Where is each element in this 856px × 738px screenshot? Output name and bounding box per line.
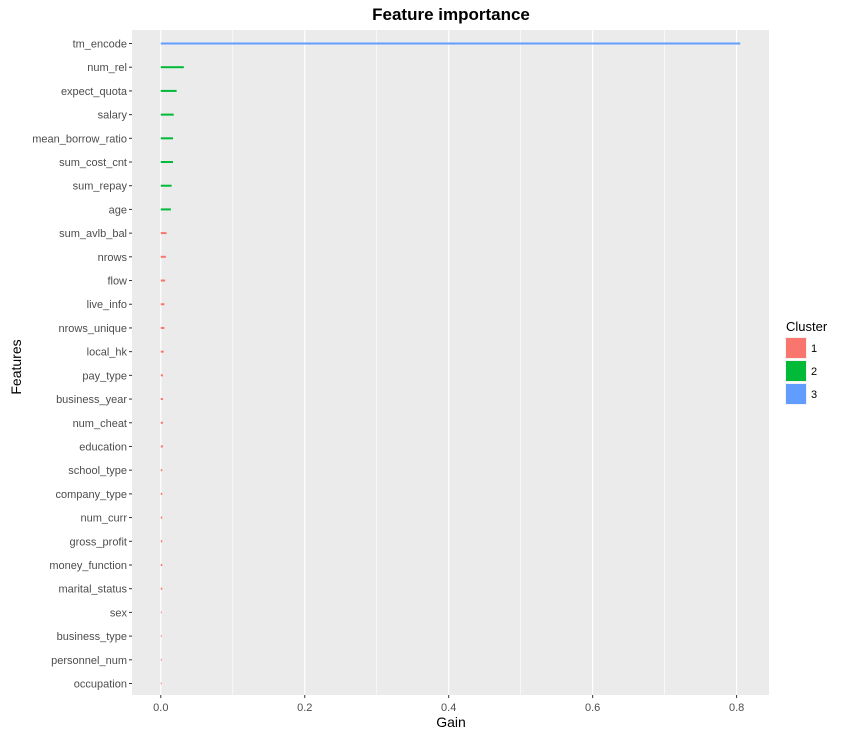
bar-marital-status	[160, 587, 163, 590]
bar-nrows	[160, 255, 166, 258]
x-tick-label: 0.4	[441, 702, 456, 714]
legend-label-cluster-1: 1	[811, 343, 817, 355]
y-tick-label: business_year	[56, 394, 127, 406]
y-tick-label: sum_cost_cnt	[59, 157, 127, 169]
bar-education	[160, 445, 163, 448]
x-axis: 0.0 0.2 0.4 0.6 0.8	[153, 695, 744, 714]
y-tick-label: num_cheat	[73, 418, 127, 430]
y-tick-label: mean_borrow_ratio	[32, 133, 127, 145]
y-tick-label: num_curr	[81, 513, 128, 525]
y-tick-label: money_function	[49, 560, 127, 572]
y-tick-label: local_hk	[87, 347, 128, 359]
bar-tm-encode	[160, 42, 741, 45]
bar-business-year	[160, 398, 163, 401]
legend-label-cluster-2: 2	[811, 366, 817, 378]
y-tick-label: salary	[98, 110, 128, 122]
y-tick-label: sex	[110, 607, 128, 619]
bar-occupation	[160, 682, 162, 685]
y-tick-label: school_type	[68, 465, 127, 477]
legend: Cluster 1 2 3	[785, 319, 828, 405]
bar-age	[160, 208, 171, 211]
bar-num-rel	[160, 66, 184, 69]
y-tick-label: nrows	[98, 252, 128, 264]
y-tick-label: education	[79, 441, 127, 453]
y-tick-label: occupation	[74, 679, 127, 691]
legend-swatch-cluster-1	[786, 338, 806, 358]
bar-sum-avlb-bal	[160, 232, 167, 235]
x-axis-title: Gain	[436, 714, 466, 730]
gridlines	[160, 30, 738, 695]
bar-salary	[160, 113, 174, 116]
legend-swatch-cluster-3	[786, 384, 806, 404]
x-tick-label: 0.8	[729, 702, 744, 714]
bar-nrows-unique	[160, 326, 165, 329]
y-tick-label: flow	[107, 276, 127, 288]
y-tick-label: gross_profit	[70, 536, 127, 548]
y-axis-title: Features	[8, 339, 24, 394]
bar-sum-repay	[160, 184, 172, 187]
bar-sum-cost-cnt	[160, 161, 174, 164]
chart-title: Feature importance	[372, 5, 530, 24]
y-tick-label: marital_status	[59, 584, 128, 596]
bar-num-curr	[160, 516, 163, 519]
x-tick-label: 0.0	[153, 702, 168, 714]
y-tick-label: sum_repay	[73, 181, 128, 193]
legend-title: Cluster	[786, 319, 828, 334]
y-tick-label: business_type	[57, 631, 127, 643]
bars-layer	[160, 42, 741, 685]
bar-business-type	[160, 635, 162, 638]
y-tick-label: expect_quota	[61, 86, 128, 98]
bar-expect-quota	[160, 89, 177, 92]
y-tick-label: pay_type	[82, 370, 127, 382]
bar-num-cheat	[160, 421, 163, 424]
plot-panel	[132, 30, 769, 695]
x-tick-label: 0.2	[297, 702, 312, 714]
bar-live-info	[160, 303, 165, 306]
y-tick-label: personnel_num	[51, 655, 127, 667]
bar-mean-borrow-ratio	[160, 137, 174, 140]
y-tick-label: tm_encode	[73, 39, 127, 51]
legend-swatch-cluster-2	[786, 361, 806, 381]
y-tick-label: age	[109, 204, 127, 216]
y-tick-label: nrows_unique	[59, 323, 128, 335]
bar-sex	[160, 611, 162, 614]
bar-flow	[160, 279, 166, 282]
y-tick-label: sum_avlb_bal	[59, 228, 127, 240]
legend-label-cluster-3: 3	[811, 389, 817, 401]
y-tick-label: num_rel	[87, 62, 127, 74]
bar-school-type	[160, 469, 163, 472]
bar-money-function	[160, 563, 163, 566]
bar-personnel-num	[160, 658, 162, 661]
bar-local-hk	[160, 350, 164, 353]
y-tick-label: live_info	[87, 299, 127, 311]
bar-gross-profit	[160, 540, 163, 543]
y-tick-label: company_type	[55, 489, 127, 501]
bar-company-type	[160, 492, 163, 495]
bar-pay-type	[160, 374, 163, 377]
x-tick-label: 0.6	[585, 702, 600, 714]
